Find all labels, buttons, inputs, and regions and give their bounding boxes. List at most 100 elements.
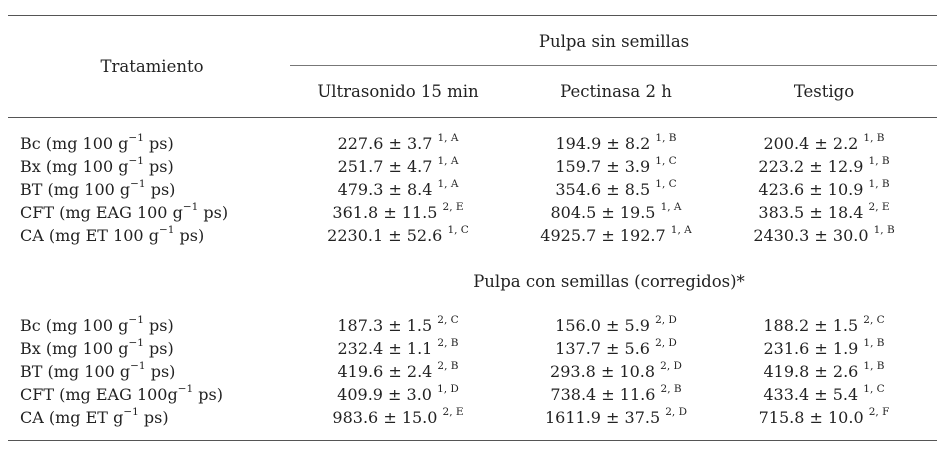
row-label: BT (mg 100 g−1 ps) xyxy=(20,178,176,201)
header-tratamiento: Tratamiento xyxy=(100,57,204,76)
cell-significance-letters: 2, B xyxy=(660,382,682,395)
table-cell: 232.4 ± 1.1 2, B xyxy=(337,336,459,360)
cell-value: 738.4 ± 11.6 xyxy=(550,385,656,404)
cell-significance-letters: 1, A xyxy=(437,131,459,144)
cell-value: 227.6 ± 3.7 xyxy=(337,134,433,153)
table-cell: 479.3 ± 8.4 1, A xyxy=(338,177,459,201)
row-label-unit: ps) xyxy=(193,385,223,404)
row-label-text: CFT (mg EAG 100 g xyxy=(20,203,183,222)
section-title-con-semillas: Pulpa con semillas (corregidos)* xyxy=(473,272,745,291)
cell-value: 223.2 ± 12.9 xyxy=(758,157,864,176)
table-cell: 419.8 ± 2.6 1, B xyxy=(764,360,885,383)
cell-significance-letters: 2, C xyxy=(863,313,885,326)
cell-value: 232.4 ± 1.1 xyxy=(337,339,433,358)
cell-value: 251.7 ± 4.7 xyxy=(337,157,433,176)
table-row: CA (mg ET 100 g−1 ps) 2230.1 ± 52.6 1, C 4… xyxy=(0,224,945,247)
cell-value: 200.4 ± 2.2 xyxy=(763,134,859,153)
cell-value: 187.3 ± 1.5 xyxy=(337,316,433,335)
table-cell: 1611.9 ± 37.5 2, D xyxy=(544,405,688,429)
table-cell: 2230.1 ± 52.6 1, C xyxy=(327,224,469,247)
row-label-exponent: −1 xyxy=(130,359,146,372)
table-cell: 423.6 ± 10.9 1, B xyxy=(758,178,889,201)
cell-significance-letters: 1, B xyxy=(655,131,677,144)
cell-significance-letters: 1, C xyxy=(863,382,885,395)
row-label-unit: ps) xyxy=(145,180,176,199)
column-header-pectinasa: Pectinasa 2 h xyxy=(560,82,672,101)
row-label: Bc (mg 100 g−1 ps) xyxy=(20,313,174,337)
table-cell: 433.4 ± 5.4 1, C xyxy=(763,382,885,406)
cell-significance-letters: 1, C xyxy=(655,177,677,190)
row-label: CA (mg ET 100 g−1 ps) xyxy=(20,224,204,247)
cell-value: 2430.3 ± 30.0 xyxy=(753,226,869,245)
table-cell: 188.2 ± 1.5 2, C xyxy=(763,313,885,337)
cell-value: 1611.9 ± 37.5 xyxy=(544,408,661,427)
row-label-exponent: −1 xyxy=(182,200,199,213)
row-label: Bc (mg 100 g−1 ps) xyxy=(20,132,174,155)
row-label-text: Bc (mg 100 g xyxy=(20,134,129,153)
cell-significance-letters: 1, A xyxy=(437,177,459,190)
cell-value: 2230.1 ± 52.6 xyxy=(327,226,443,245)
cell-significance-letters: 1, B xyxy=(863,336,885,349)
table-cell: 194.9 ± 8.2 1, B xyxy=(556,131,677,155)
table-cell: 409.9 ± 3.0 1, D xyxy=(337,382,459,406)
row-label-text: BT (mg 100 g xyxy=(20,180,131,199)
row-label-text: CA (mg ET 100 g xyxy=(20,226,159,245)
cell-value: 188.2 ± 1.5 xyxy=(763,316,859,335)
header-group-title: Pulpa sin semillas xyxy=(538,32,690,51)
cell-significance-letters: 2, F xyxy=(868,405,890,418)
row-label-unit: ps) xyxy=(138,408,169,427)
cell-significance-letters: 1, D xyxy=(437,382,459,395)
row-label-unit: ps) xyxy=(198,203,229,222)
table-cell: 419.6 ± 2.4 2, B xyxy=(337,359,459,383)
cell-value: 409.9 ± 3.0 xyxy=(337,385,432,404)
table-row: Bc (mg 100 g−1 ps) 187.3 ± 1.5 2, C 156.0 … xyxy=(0,313,945,337)
cell-value: 231.6 ± 1.9 xyxy=(763,339,859,358)
cell-value: 293.8 ± 10.8 xyxy=(550,362,656,381)
cell-significance-letters: 2, E xyxy=(868,200,890,213)
cell-significance-letters: 1, B xyxy=(863,131,885,144)
row-label-text: CFT (mg EAG 100g xyxy=(20,385,178,404)
cell-value: 715.8 ± 10.0 xyxy=(758,408,864,427)
cell-significance-letters: 2, B xyxy=(437,359,459,372)
table-cell: 354.6 ± 8.5 1, C xyxy=(555,177,677,201)
cell-value: 423.6 ± 10.9 xyxy=(758,180,864,199)
row-label: CFT (mg EAG 100 g−1 ps) xyxy=(20,200,229,224)
cell-significance-letters: 2, D xyxy=(655,313,677,326)
cell-value: 4925.7 ± 192.7 xyxy=(540,226,666,245)
cell-significance-letters: 2, D xyxy=(665,405,688,418)
row-label-unit: ps) xyxy=(143,316,174,335)
row-label-text: Bx (mg 100 g xyxy=(20,339,129,358)
cell-significance-letters: 2, E xyxy=(442,405,464,418)
table-cell: 251.7 ± 4.7 1, A xyxy=(337,155,459,178)
cell-significance-letters: 2, E xyxy=(442,200,464,213)
column-header-ultrasonido: Ultrasonido 15 min xyxy=(317,82,479,101)
row-label-text: BT (mg 100 g xyxy=(20,362,131,381)
table-cell: 383.5 ± 18.4 2, E xyxy=(758,200,890,224)
cell-significance-letters: 2, B xyxy=(437,336,459,349)
cell-value: 419.6 ± 2.4 xyxy=(337,362,433,381)
cell-significance-letters: 2, D xyxy=(655,336,677,349)
table-row: BT (mg 100 g−1 ps) 479.3 ± 8.4 1, A 354.6 … xyxy=(0,177,945,201)
row-label: CFT (mg EAG 100g−1 ps) xyxy=(20,383,223,406)
table-row: Bx (mg 100 g−1 ps) 232.4 ± 1.1 2, B 137.7 … xyxy=(0,336,945,360)
table-cell: 200.4 ± 2.2 1, B xyxy=(763,131,885,155)
cell-value: 361.8 ± 11.5 xyxy=(332,203,438,222)
cell-value: 804.5 ± 19.5 xyxy=(550,203,656,222)
cell-significance-letters: 1, A xyxy=(660,200,682,213)
table-cell: 159.7 ± 3.9 1, C xyxy=(555,154,677,178)
row-label: Bx (mg 100 g−1 ps) xyxy=(20,155,174,178)
table-row: CFT (mg EAG 100g−1 ps) 409.9 ± 3.0 1, D 73… xyxy=(0,382,945,406)
table-cell: 187.3 ± 1.5 2, C xyxy=(337,314,458,337)
header-bottom-rule xyxy=(8,117,937,118)
table-row: CFT (mg EAG 100 g−1 ps) 361.8 ± 11.5 2, E… xyxy=(0,200,945,224)
row-label-exponent: −1 xyxy=(128,336,144,349)
table-cell: 137.7 ± 5.6 2, D xyxy=(555,336,677,360)
cell-significance-letters: 1, C xyxy=(655,154,677,167)
cell-value: 983.6 ± 15.0 xyxy=(332,408,438,427)
table-cell: 361.8 ± 11.5 2, E xyxy=(332,200,464,224)
cell-value: 159.7 ± 3.9 xyxy=(555,157,651,176)
row-label-exponent: −1 xyxy=(128,313,144,326)
table-cell: 715.8 ± 10.0 2, F xyxy=(758,405,890,429)
row-label-text: CA (mg ET g xyxy=(20,408,124,427)
row-label-unit: ps) xyxy=(143,339,174,358)
